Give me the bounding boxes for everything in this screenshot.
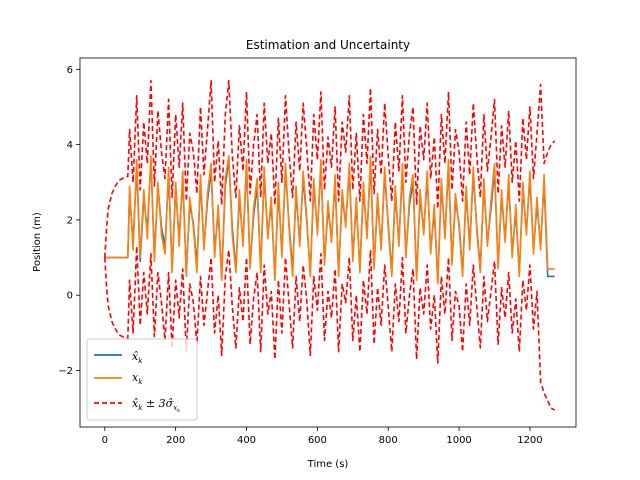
y-tick-label: 4 [67, 140, 73, 151]
y-axis-label: Position (m) [32, 212, 43, 272]
legend-label-bounds: x̂k ± 3σ̂xk [132, 397, 180, 414]
y-tick-label: −2 [58, 366, 73, 377]
x-tick-label: 800 [379, 435, 398, 446]
x-tick-label: 200 [166, 435, 185, 446]
legend-label-estimate: x̂k [132, 350, 142, 365]
x-tick-label: 0 [102, 435, 108, 446]
series-line-lower-bound [104, 245, 556, 411]
series-line-upper-bound [104, 79, 556, 258]
x-axis-label: Time (s) [307, 459, 349, 470]
y-tick-label: 6 [67, 65, 73, 76]
legend-label-truth: xk [132, 371, 142, 386]
y-tick-label: 0 [67, 291, 73, 302]
x-tick-label: 1000 [446, 435, 471, 446]
x-tick-label: 600 [308, 435, 327, 446]
plot-area [104, 79, 556, 411]
y-axis: −2 0 2 4 6 [58, 65, 80, 377]
legend: x̂k xk x̂k ± 3σ̂xk [86, 338, 198, 421]
chart-title: Estimation and Uncertainty [246, 38, 410, 52]
legend-box [86, 338, 198, 421]
x-tick-label: 400 [237, 435, 256, 446]
x-axis: 0 200 400 600 800 1000 1200 [102, 427, 543, 446]
series-line-truth [104, 155, 555, 285]
x-tick-label: 1200 [517, 435, 542, 446]
y-tick-label: 2 [67, 215, 73, 226]
